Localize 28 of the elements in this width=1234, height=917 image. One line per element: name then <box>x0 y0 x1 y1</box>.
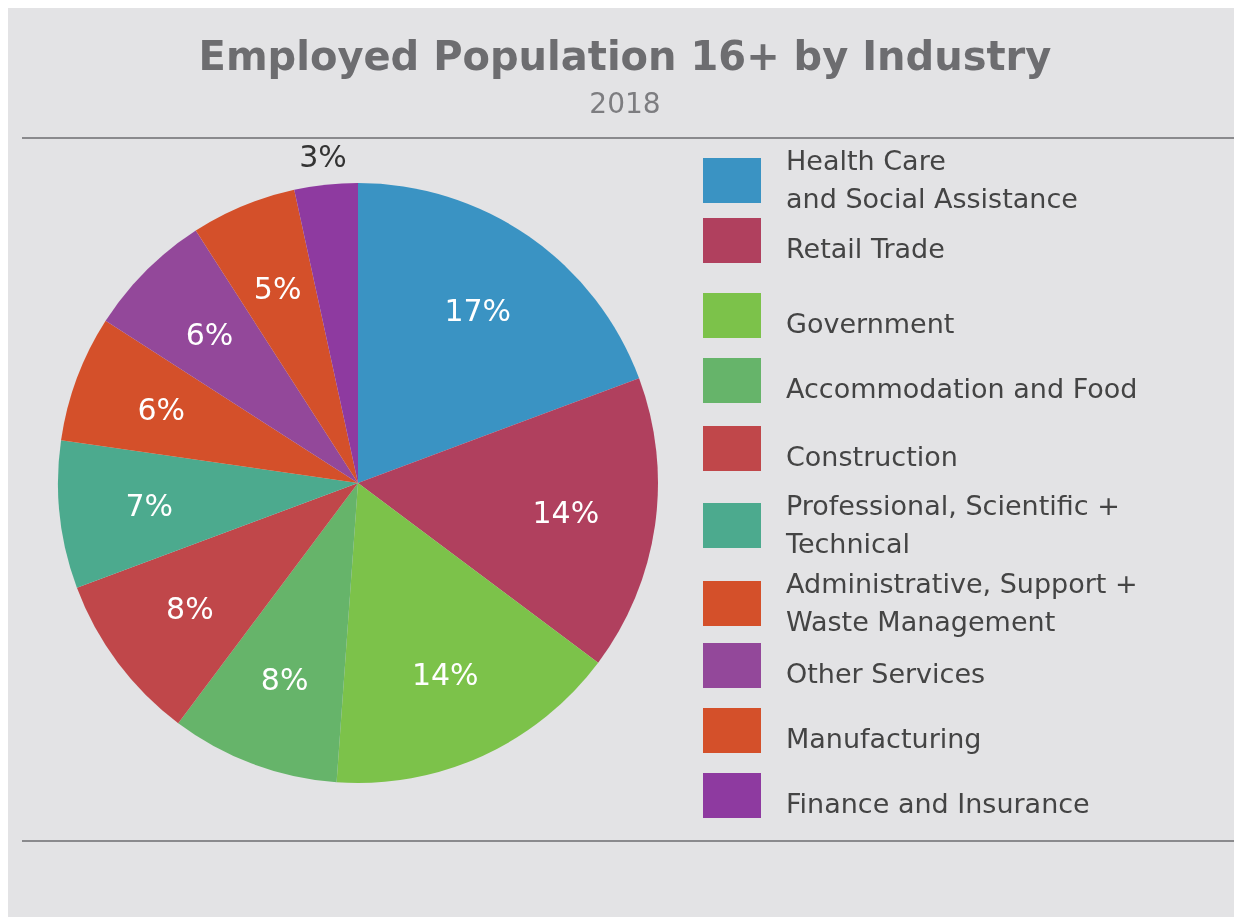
data-label: 14% <box>532 495 600 531</box>
legend-label: Other Services <box>786 658 986 689</box>
legend-label: Construction <box>786 441 958 472</box>
legend-label: Retail Trade <box>786 233 945 264</box>
data-label: 17% <box>444 293 512 328</box>
pie-slice <box>58 440 358 588</box>
pie-slice <box>76 483 358 724</box>
data-label: 5% <box>253 271 302 307</box>
pie-slice <box>358 378 658 663</box>
data-label: 7% <box>125 487 173 523</box>
data-label: 8% <box>260 662 309 698</box>
data-label: 14% <box>411 656 479 692</box>
data-label: 6% <box>185 317 234 353</box>
legend-label: Accommodation and Food <box>786 373 1138 404</box>
data-label: 8% <box>166 591 214 627</box>
legend-label: Finance and Insurance <box>786 788 1090 819</box>
legend-label: Professional, Scientific + Technical <box>785 490 1120 559</box>
legend-label: Health Care and Social Assistance <box>786 145 1078 214</box>
data-label: 6% <box>137 392 186 428</box>
pie-slice <box>336 483 599 783</box>
legend-label: Administrative, Support + Waste Management <box>786 568 1138 637</box>
chart-title: Employed Population 16+ by Industry <box>198 33 1052 79</box>
pie-slice <box>105 230 358 483</box>
chart-subtitle: 2018 <box>589 87 661 120</box>
pie-slice <box>358 183 640 483</box>
legend-label: Government <box>786 308 955 339</box>
data-label: 3% <box>299 139 347 175</box>
legend-label: Manufacturing <box>786 723 982 754</box>
